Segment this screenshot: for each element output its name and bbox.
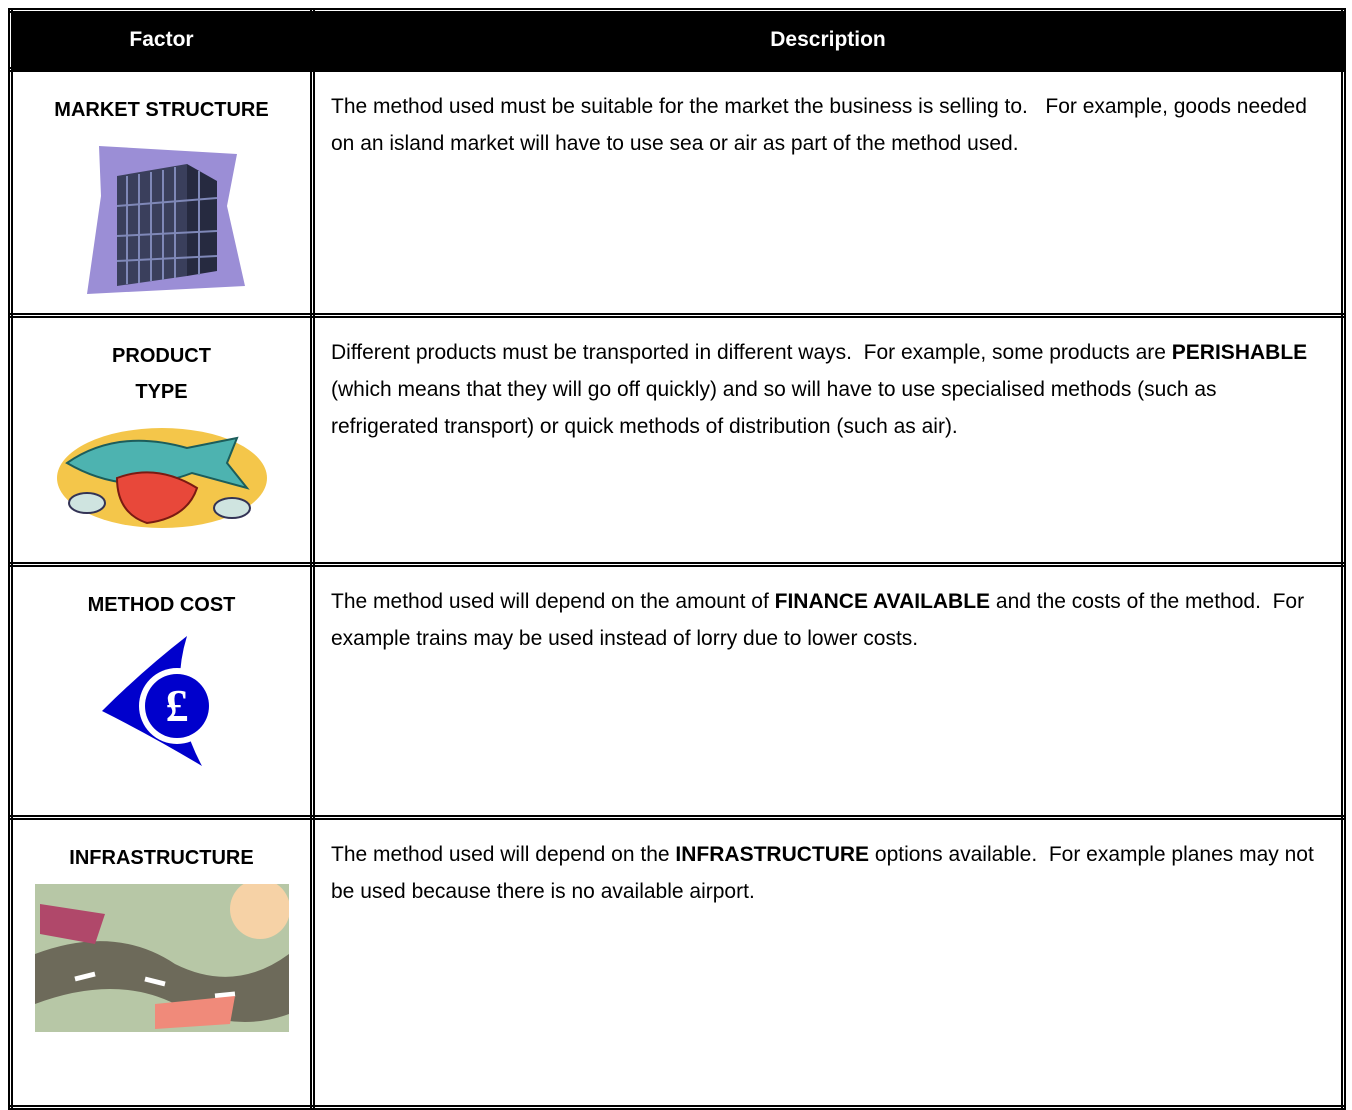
description-text: The method used will depend on the amoun… <box>331 590 775 613</box>
description-cell: The method used will depend on the INFRA… <box>310 815 1346 1110</box>
table-row: INFRASTRUCTURE The method used will depe… <box>8 815 1346 1110</box>
factor-table: Factor Description MARKET STRUCTURE Th <box>8 8 1346 1110</box>
table-row: METHOD COST £ The method used will depen… <box>8 562 1346 820</box>
description-text: The method used will depend on the <box>331 843 676 866</box>
svg-text:£: £ <box>165 680 188 731</box>
factor-label: INFRASTRUCTURE <box>69 847 254 869</box>
page: Factor Description MARKET STRUCTURE Th <box>8 8 1346 1110</box>
factor-cell: METHOD COST £ <box>8 562 315 820</box>
road-icon <box>34 884 289 1032</box>
description-text: The method used must be suitable for the… <box>331 95 1313 155</box>
description-emphasis: PERISHABLE <box>1171 341 1308 364</box>
header-cell: Description <box>310 8 1346 72</box>
header-row: Factor Description <box>8 8 1346 72</box>
description-cell: Different products must be transported i… <box>310 313 1346 567</box>
description-cell: The method used will depend on the amoun… <box>310 562 1346 820</box>
factor-cell: INFRASTRUCTURE <box>8 815 315 1110</box>
factor-label: TYPE <box>135 381 188 403</box>
description-text: and the costs of the method. For example… <box>331 590 1310 650</box>
factor-cell: MARKET STRUCTURE <box>8 67 315 318</box>
description-text: (which means that they will go off quick… <box>331 341 1313 438</box>
factor-label: METHOD COST <box>87 594 236 616</box>
factor-cell: PRODUCT TYPE <box>8 313 315 567</box>
table-row: MARKET STRUCTURE The method used must be… <box>8 67 1346 318</box>
description-emphasis: FINANCE AVAILABLE <box>774 590 991 613</box>
description-cell: The method used must be suitable for the… <box>310 67 1346 318</box>
description-text: Different products must be transported i… <box>331 341 1172 364</box>
pound-icon: £ <box>101 636 215 766</box>
table-row: PRODUCT TYPE Different products must be … <box>8 313 1346 567</box>
header-cell: Factor <box>8 8 315 72</box>
description-text: options available. For example planes ma… <box>331 843 1320 903</box>
description-emphasis: INFRASTRUCTURE <box>675 843 870 866</box>
factor-label: PRODUCT <box>112 345 211 367</box>
building-icon <box>86 146 245 294</box>
seafood-icon <box>56 428 267 528</box>
factor-label: MARKET STRUCTURE <box>54 99 269 121</box>
